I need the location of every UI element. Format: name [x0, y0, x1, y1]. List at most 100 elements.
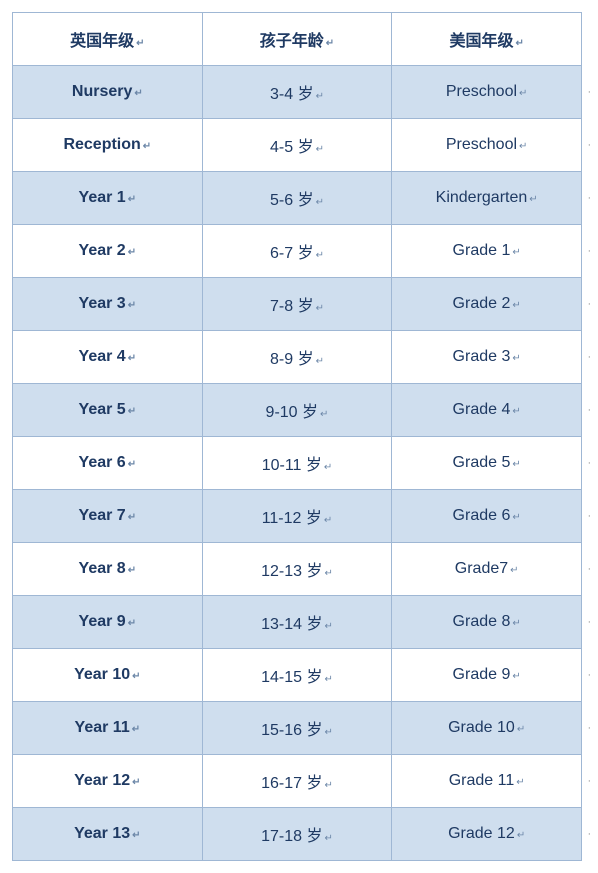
cell-uk-grade: Nursery↵ — [13, 66, 203, 119]
cell-age: 13-14 岁↵ — [202, 596, 392, 649]
row-end-marker: · — [588, 776, 591, 787]
age-label: 8-9 岁 — [270, 351, 314, 368]
enter-mark-icon: ↵ — [316, 303, 324, 314]
enter-mark-icon: ↵ — [515, 38, 523, 49]
enter-mark-icon: ↵ — [316, 144, 324, 155]
cell-uk-grade: Year 11↵ — [13, 702, 203, 755]
cell-age: 3-4 岁↵ — [202, 66, 392, 119]
col-header-uk-label: 英国年级 — [70, 33, 134, 50]
table-row: Year 7↵11-12 岁↵Grade 6↵· — [13, 490, 582, 543]
enter-mark-icon: ↵ — [512, 353, 520, 364]
cell-uk-grade: Year 8↵ — [13, 543, 203, 596]
table-row: Year 12↵16-17 岁↵Grade 11↵· — [13, 755, 582, 808]
age-label: 16-17 岁 — [261, 775, 322, 792]
us-grade-label: Preschool — [446, 136, 517, 153]
age-label: 10-11 岁 — [262, 457, 322, 474]
enter-mark-icon: ↵ — [324, 621, 332, 632]
row-end-marker: · — [588, 87, 591, 98]
uk-grade-label: Nursery — [72, 83, 132, 100]
uk-grade-label: Year 12 — [74, 772, 130, 789]
row-end-marker: · — [588, 670, 591, 681]
cell-uk-grade: Year 9↵ — [13, 596, 203, 649]
cell-uk-grade: Year 3↵ — [13, 278, 203, 331]
us-grade-label: Grade 12 — [448, 825, 515, 842]
cell-age: 9-10 岁↵ — [202, 384, 392, 437]
cell-uk-grade: Year 5↵ — [13, 384, 203, 437]
enter-mark-icon: ↵ — [128, 618, 136, 629]
enter-mark-icon: ↵ — [128, 459, 136, 470]
row-end-marker: · — [588, 511, 591, 522]
us-grade-label: Kindergarten — [436, 189, 528, 206]
cell-us-grade: Preschool↵· — [392, 119, 582, 172]
cell-uk-grade: Year 2↵ — [13, 225, 203, 278]
cell-us-grade: Grade 12↵· — [392, 808, 582, 861]
table-row: Nursery↵3-4 岁↵Preschool↵· — [13, 66, 582, 119]
table-row: Year 11↵15-16 岁↵Grade 10↵· — [13, 702, 582, 755]
table-row: Year 13↵17-18 岁↵Grade 12↵· — [13, 808, 582, 861]
uk-grade-label: Year 6 — [79, 454, 126, 471]
cell-uk-grade: Year 7↵ — [13, 490, 203, 543]
enter-mark-icon: ↵ — [512, 247, 520, 258]
us-grade-label: Grade 4 — [453, 401, 511, 418]
table-row: Year 9↵13-14 岁↵Grade 8↵· — [13, 596, 582, 649]
cell-age: 17-18 岁↵ — [202, 808, 392, 861]
cell-age: 7-8 岁↵ — [202, 278, 392, 331]
row-end-marker: · — [588, 405, 591, 416]
table-header-row: 英国年级↵ 孩子年龄↵ 美国年级↵ — [13, 13, 582, 66]
cell-uk-grade: Year 4↵ — [13, 331, 203, 384]
enter-mark-icon: ↵ — [517, 724, 525, 735]
enter-mark-icon: ↵ — [316, 91, 324, 102]
cell-us-grade: Preschool↵· — [392, 66, 582, 119]
enter-mark-icon: ↵ — [324, 780, 332, 791]
age-label: 9-10 岁 — [266, 404, 318, 421]
cell-age: 5-6 岁↵ — [202, 172, 392, 225]
enter-mark-icon: ↵ — [320, 409, 328, 420]
cell-uk-grade: Year 6↵ — [13, 437, 203, 490]
us-grade-label: Grade 11 — [449, 772, 515, 789]
uk-grade-label: Year 7 — [79, 507, 126, 524]
cell-uk-grade: Year 1↵ — [13, 172, 203, 225]
enter-mark-icon: ↵ — [516, 777, 524, 788]
us-grade-label: Grade 2 — [453, 295, 511, 312]
cell-us-grade: Grade 6↵· — [392, 490, 582, 543]
age-label: 11-12 岁 — [262, 510, 322, 527]
row-end-marker: · — [588, 723, 591, 734]
enter-mark-icon: ↵ — [128, 512, 136, 523]
enter-mark-icon: ↵ — [324, 515, 332, 526]
cell-us-grade: Grade7↵· — [392, 543, 582, 596]
table-row: Year 5↵9-10 岁↵Grade 4↵· — [13, 384, 582, 437]
enter-mark-icon: ↵ — [512, 512, 520, 523]
enter-mark-icon: ↵ — [512, 406, 520, 417]
age-label: 14-15 岁 — [261, 669, 322, 686]
enter-mark-icon: ↵ — [324, 674, 332, 685]
uk-grade-label: Year 13 — [74, 825, 130, 842]
us-grade-label: Grade 3 — [453, 348, 511, 365]
cell-age: 10-11 岁↵ — [202, 437, 392, 490]
uk-grade-label: Reception — [63, 136, 140, 153]
enter-mark-icon: ↵ — [512, 618, 520, 629]
cell-uk-grade: Year 12↵ — [13, 755, 203, 808]
us-grade-label: Grade 6 — [453, 507, 511, 524]
age-label: 13-14 岁 — [261, 616, 322, 633]
us-grade-label: Grade 9 — [453, 666, 511, 683]
uk-grade-label: Year 11 — [75, 719, 130, 736]
row-end-marker: · — [588, 458, 591, 469]
cell-age: 6-7 岁↵ — [202, 225, 392, 278]
enter-mark-icon: ↵ — [529, 194, 537, 205]
cell-age: 14-15 岁↵ — [202, 649, 392, 702]
enter-mark-icon: ↵ — [324, 727, 332, 738]
row-end-marker: · — [588, 246, 591, 257]
uk-grade-label: Year 2 — [79, 242, 126, 259]
enter-mark-icon: ↵ — [128, 565, 136, 576]
row-end-marker: · — [588, 829, 591, 840]
enter-mark-icon: ↵ — [512, 459, 520, 470]
enter-mark-icon: ↵ — [519, 88, 527, 99]
table-row: Year 4↵8-9 岁↵Grade 3↵· — [13, 331, 582, 384]
age-label: 12-13 岁 — [261, 563, 322, 580]
us-grade-label: Grade 10 — [448, 719, 515, 736]
uk-grade-label: Year 3 — [79, 295, 126, 312]
table-row: Reception↵4-5 岁↵Preschool↵· — [13, 119, 582, 172]
row-end-marker: · — [588, 193, 591, 204]
us-grade-label: Grade 1 — [453, 242, 511, 259]
cell-age: 8-9 岁↵ — [202, 331, 392, 384]
